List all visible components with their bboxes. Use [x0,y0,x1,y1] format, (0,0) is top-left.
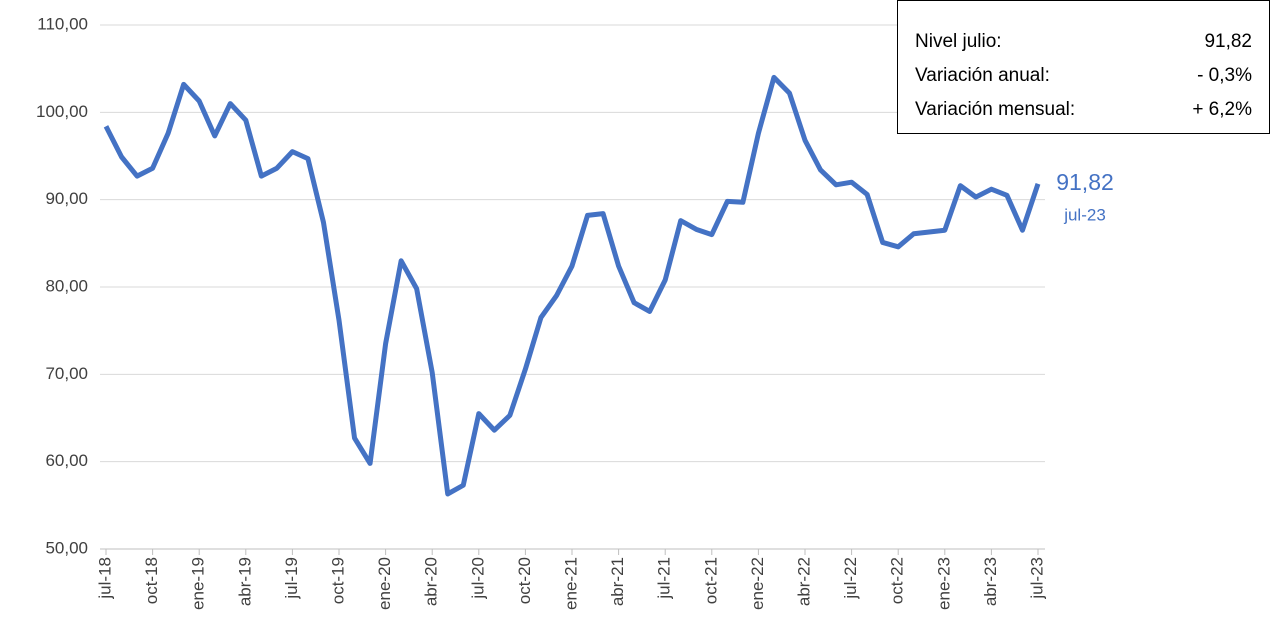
info-label: Nivel julio: [915,31,1002,52]
x-tick-label: abr-22 [794,557,813,606]
plot: 50,00 60,00 70,00 80,00 90,00 100,00 110,00 jul… [36,14,1114,609]
x-tick-label: abr-21 [608,557,627,606]
data-line [103,74,1041,497]
info-value: - 0,3% [1197,65,1252,86]
x-tick-label: jul-18 [95,557,114,600]
info-value: + 6,2% [1192,99,1252,120]
x-tick-label: oct-18 [142,557,161,604]
x-tick-label: ene-19 [189,557,208,610]
x-tick-label: jul-20 [468,557,487,600]
info-value: 91,82 [1204,31,1252,52]
y-tick-label: 90,00 [45,189,88,208]
end-date-label: jul-23 [1063,205,1106,224]
y-tick-label: 80,00 [45,276,88,295]
info-box: Nivel julio: 91,82 Variación anual: - 0,… [897,0,1270,134]
info-label: Variación anual: [915,65,1050,86]
end-value-label: 91,82 [1056,169,1114,195]
x-tick-label: oct-21 [701,557,720,604]
x-tick-label: jul-19 [282,557,301,600]
y-tick-label: 60,00 [45,451,88,470]
x-tick-label: jul-23 [1027,557,1046,600]
x-tick-label: oct-19 [328,557,347,604]
x-tick-label: abr-23 [981,557,1000,606]
x-tick-label: ene-21 [561,557,580,610]
x-tick-label: oct-20 [515,557,534,604]
info-box-border [897,0,1270,134]
x-tick-label: ene-22 [748,557,767,610]
x-tick-label: ene-20 [375,557,394,610]
y-tick-label: 50,00 [45,538,88,557]
x-tick-label: ene-23 [934,557,953,610]
x-tick-label: oct-22 [888,557,907,604]
y-tick-label: 100,00 [36,102,88,121]
info-label: Variación mensual: [915,99,1075,120]
x-tick-label: jul-21 [655,557,674,600]
x-tick-label: jul-22 [841,557,860,600]
y-tick-label: 70,00 [45,364,88,383]
x-tick-label: abr-20 [422,557,441,606]
x-tick-label: abr-19 [235,557,254,606]
y-tick-label: 110,00 [37,14,88,33]
